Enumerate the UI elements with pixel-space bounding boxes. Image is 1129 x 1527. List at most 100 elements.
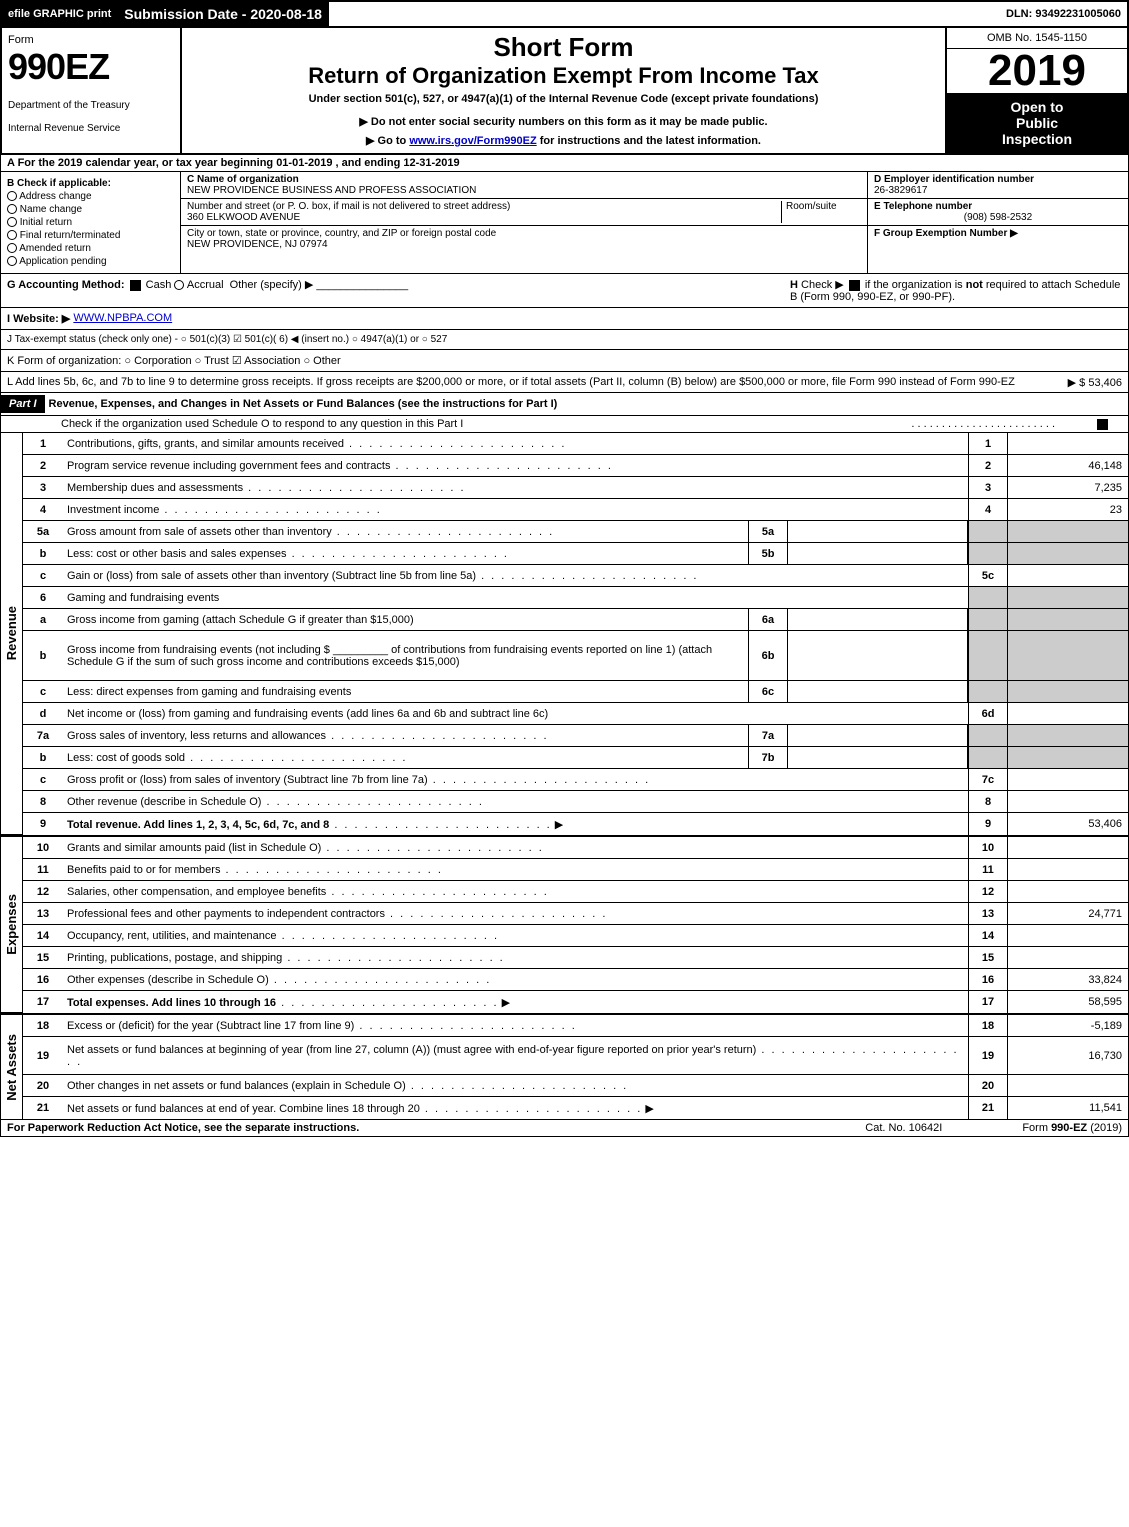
row-l-gross-receipts: L Add lines 5b, 6c, and 7b to line 9 to … (0, 372, 1129, 393)
tax-year: 2019 (947, 49, 1127, 93)
form-number: 990EZ (8, 46, 174, 88)
part1-check-row: Check if the organization used Schedule … (0, 416, 1129, 433)
row-i-website: I Website: ▶ WWW.NPBPA.COM (0, 308, 1129, 330)
line-12-desc: Salaries, other compensation, and employ… (67, 886, 326, 898)
goto-pre: ▶ Go to (366, 135, 409, 147)
line-3: 3 Membership dues and assessments 3 7,23… (23, 477, 1128, 499)
line-17: 17 Total expenses. Add lines 10 through … (23, 991, 1128, 1013)
line-10: 10 Grants and similar amounts paid (list… (23, 837, 1128, 859)
line-1: 1 Contributions, gifts, grants, and simi… (23, 433, 1128, 455)
line-9: 9 Total revenue. Add lines 1, 2, 3, 4, 5… (23, 813, 1128, 835)
revenue-side-label: Revenue (1, 433, 23, 835)
section-a-tax-year: A For the 2019 calendar year, or tax yea… (0, 155, 1129, 172)
line-6a-desc: Gross income from gaming (attach Schedul… (63, 612, 748, 628)
line-7c: c Gross profit or (loss) from sales of i… (23, 769, 1128, 791)
ssn-warning: ▶ Do not enter social security numbers o… (190, 115, 937, 128)
line-21: 21 Net assets or fund balances at end of… (23, 1097, 1128, 1119)
col-b-checkboxes: B Check if applicable: Address change Na… (1, 172, 181, 273)
insp-line3: Inspection (951, 131, 1123, 147)
line-9-value: 53,406 (1008, 813, 1128, 835)
department-line1: Department of the Treasury (8, 100, 174, 111)
under-section: Under section 501(c), 527, or 4947(a)(1)… (190, 93, 937, 105)
group-exemption-label: F Group Exemption Number ▶ (874, 228, 1122, 239)
line-17-value: 58,595 (1008, 991, 1128, 1013)
city-label: City or town, state or province, country… (187, 228, 861, 239)
form-header: Form 990EZ Department of the Treasury In… (0, 28, 1129, 155)
line-6d: d Net income or (loss) from gaming and f… (23, 703, 1128, 725)
insp-line2: Public (951, 115, 1123, 131)
line-5a: 5a Gross amount from sale of assets othe… (23, 521, 1128, 543)
netassets-side-label: Net Assets (1, 1015, 23, 1119)
line-8-desc: Other revenue (describe in Schedule O) (67, 796, 261, 808)
line-16-value: 33,824 (1008, 969, 1128, 990)
department-line2: Internal Revenue Service (8, 123, 174, 134)
line-5b-desc: Less: cost or other basis and sales expe… (67, 548, 287, 560)
org-name-label: C Name of organization (187, 174, 861, 185)
line-10-desc: Grants and similar amounts paid (list in… (67, 842, 321, 854)
efile-print-button[interactable]: efile GRAPHIC print (2, 2, 118, 26)
city-value: NEW PROVIDENCE, NJ 07974 (187, 239, 861, 250)
line-4-value: 23 (1008, 499, 1128, 520)
street-label: Number and street (or P. O. box, if mail… (187, 201, 781, 212)
line-5b: b Less: cost or other basis and sales ex… (23, 543, 1128, 565)
inspection-box: Open to Public Inspection (947, 93, 1127, 153)
expenses-side-label: Expenses (1, 837, 23, 1013)
line-11-desc: Benefits paid to or for members (67, 864, 220, 876)
irs-link[interactable]: www.irs.gov/Form990EZ (409, 135, 536, 147)
chk-accrual[interactable] (174, 280, 184, 290)
chk-name-change[interactable]: Name change (7, 204, 174, 215)
chk-address-change[interactable]: Address change (7, 191, 174, 202)
line-21-desc: Net assets or fund balances at end of ye… (67, 1103, 420, 1115)
col-c-org-info: C Name of organization NEW PROVIDENCE BU… (181, 172, 868, 273)
chk-application-pending[interactable]: Application pending (7, 256, 174, 267)
return-title: Return of Organization Exempt From Incom… (190, 63, 937, 89)
line-20-desc: Other changes in net assets or fund bala… (67, 1080, 406, 1092)
accrual-label: Accrual (187, 279, 224, 291)
chk-schedule-o-used[interactable] (1097, 419, 1108, 430)
line-5c: c Gain or (loss) from sale of assets oth… (23, 565, 1128, 587)
chk-schedule-b-not-required[interactable] (849, 280, 860, 291)
g-label: G Accounting Method: (7, 279, 125, 291)
h-text1: if the organization is (865, 279, 966, 291)
line-19-value: 16,730 (1008, 1037, 1128, 1074)
line-16-desc: Other expenses (describe in Schedule O) (67, 974, 269, 986)
j-text: J Tax-exempt status (check only one) - ○… (7, 334, 447, 345)
form-word: Form (8, 34, 174, 46)
line-13-desc: Professional fees and other payments to … (67, 908, 385, 920)
chk-cash[interactable] (130, 280, 141, 291)
k-text: K Form of organization: ○ Corporation ○ … (7, 354, 341, 367)
line-12: 12 Salaries, other compensation, and emp… (23, 881, 1128, 903)
form-ref: Form 990-EZ (2019) (1022, 1122, 1122, 1134)
chk-amended-return[interactable]: Amended return (7, 243, 174, 254)
line-7a: 7a Gross sales of inventory, less return… (23, 725, 1128, 747)
line-6b: b Gross income from fundraising events (… (23, 631, 1128, 681)
line-5c-desc: Gain or (loss) from sale of assets other… (67, 570, 476, 582)
h-block: H Check ▶ if the organization is not req… (782, 278, 1122, 303)
part1-table: Revenue 1 Contributions, gifts, grants, … (0, 433, 1129, 1120)
submission-date: Submission Date - 2020-08-18 (118, 2, 329, 26)
website-link[interactable]: WWW.NPBPA.COM (73, 312, 172, 325)
chk-initial-return[interactable]: Initial return (7, 217, 174, 228)
line-8: 8 Other revenue (describe in Schedule O)… (23, 791, 1128, 813)
cash-label: Cash (146, 279, 172, 291)
chk-final-return[interactable]: Final return/terminated (7, 230, 174, 241)
line-15-desc: Printing, publications, postage, and shi… (67, 952, 282, 964)
line-17-desc: Total expenses. Add lines 10 through 16 (67, 997, 276, 1009)
line-3-desc: Membership dues and assessments (67, 482, 243, 494)
line-13: 13 Professional fees and other payments … (23, 903, 1128, 925)
line-7c-desc: Gross profit or (loss) from sales of inv… (67, 774, 428, 786)
part1-header-row: Part I Revenue, Expenses, and Changes in… (0, 393, 1129, 416)
line-18: 18 Excess or (deficit) for the year (Sub… (23, 1015, 1128, 1037)
l-amount: ▶ $ 53,406 (1068, 376, 1122, 389)
line-2-value: 46,148 (1008, 455, 1128, 476)
line-19: 19 Net assets or fund balances at beginn… (23, 1037, 1128, 1075)
line-6c: c Less: direct expenses from gaming and … (23, 681, 1128, 703)
line-4: 4 Investment income 4 23 (23, 499, 1128, 521)
line-1-desc: Contributions, gifts, grants, and simila… (67, 438, 344, 450)
ein-value: 26-3829617 (874, 185, 1122, 196)
dln: DLN: 93492231005060 (1000, 2, 1127, 26)
line-18-value: -5,189 (1008, 1015, 1128, 1036)
info-grid: B Check if applicable: Address change Na… (0, 172, 1129, 274)
tel-label: E Telephone number (874, 201, 1122, 212)
line-2-desc: Program service revenue including govern… (67, 460, 390, 472)
